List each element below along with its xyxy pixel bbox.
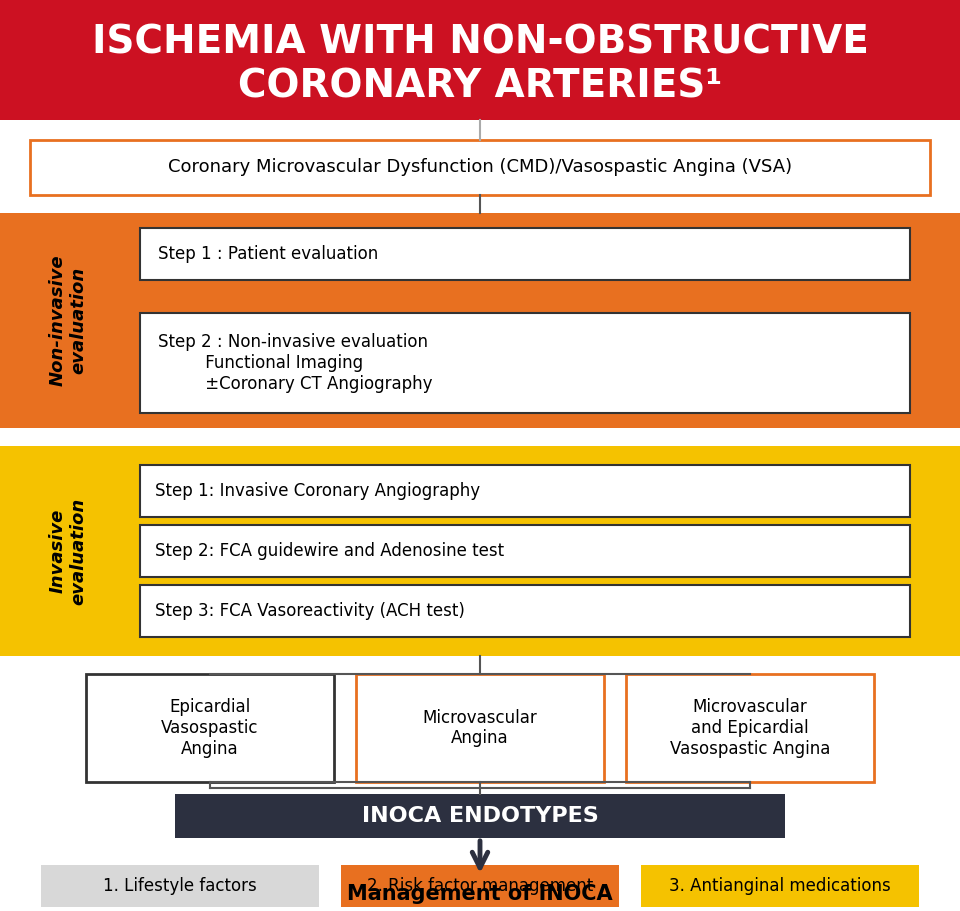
Text: 3. Antianginal medications: 3. Antianginal medications <box>669 877 891 895</box>
Text: Epicardial
Vasospastic
Angina: Epicardial Vasospastic Angina <box>161 698 259 758</box>
Text: Step 2 : Non-invasive evaluation
         Functional Imaging
         ±Coronary : Step 2 : Non-invasive evaluation Functio… <box>158 333 433 393</box>
Text: CORONARY ARTERIES¹: CORONARY ARTERIES¹ <box>238 67 722 105</box>
FancyBboxPatch shape <box>140 525 910 577</box>
Text: INOCA ENDOTYPES: INOCA ENDOTYPES <box>362 806 598 826</box>
Text: Microvascular
Angina: Microvascular Angina <box>422 709 538 747</box>
FancyBboxPatch shape <box>0 213 960 428</box>
FancyBboxPatch shape <box>356 674 604 782</box>
FancyBboxPatch shape <box>0 0 960 120</box>
FancyBboxPatch shape <box>41 865 319 907</box>
Text: Step 3: FCA Vasoreactivity (ACH test): Step 3: FCA Vasoreactivity (ACH test) <box>155 602 465 620</box>
FancyBboxPatch shape <box>140 465 910 517</box>
Text: Invasive
evaluation: Invasive evaluation <box>49 497 87 605</box>
Text: Non-invasive
evaluation: Non-invasive evaluation <box>49 255 87 386</box>
FancyBboxPatch shape <box>626 674 874 782</box>
Text: Step 2: FCA guidewire and Adenosine test: Step 2: FCA guidewire and Adenosine test <box>155 542 504 560</box>
Text: Microvascular
and Epicardial
Vasospastic Angina: Microvascular and Epicardial Vasospastic… <box>670 698 830 758</box>
Text: Step 1: Invasive Coronary Angiography: Step 1: Invasive Coronary Angiography <box>155 482 480 500</box>
Text: Step 1 : Patient evaluation: Step 1 : Patient evaluation <box>158 245 378 263</box>
Text: Management of INOCA: Management of INOCA <box>348 884 612 904</box>
FancyBboxPatch shape <box>86 674 334 782</box>
FancyBboxPatch shape <box>0 446 960 656</box>
Text: ISCHEMIA WITH NON-OBSTRUCTIVE: ISCHEMIA WITH NON-OBSTRUCTIVE <box>91 23 869 61</box>
FancyBboxPatch shape <box>30 140 930 195</box>
FancyBboxPatch shape <box>175 794 785 838</box>
FancyBboxPatch shape <box>140 228 910 280</box>
FancyBboxPatch shape <box>140 313 910 413</box>
Text: 2. Risk factor management: 2. Risk factor management <box>367 877 593 895</box>
Text: Coronary Microvascular Dysfunction (CMD)/Vasospastic Angina (VSA): Coronary Microvascular Dysfunction (CMD)… <box>168 159 792 177</box>
Text: 1. Lifestyle factors: 1. Lifestyle factors <box>103 877 257 895</box>
FancyBboxPatch shape <box>140 585 910 637</box>
FancyBboxPatch shape <box>641 865 919 907</box>
FancyBboxPatch shape <box>341 865 619 907</box>
